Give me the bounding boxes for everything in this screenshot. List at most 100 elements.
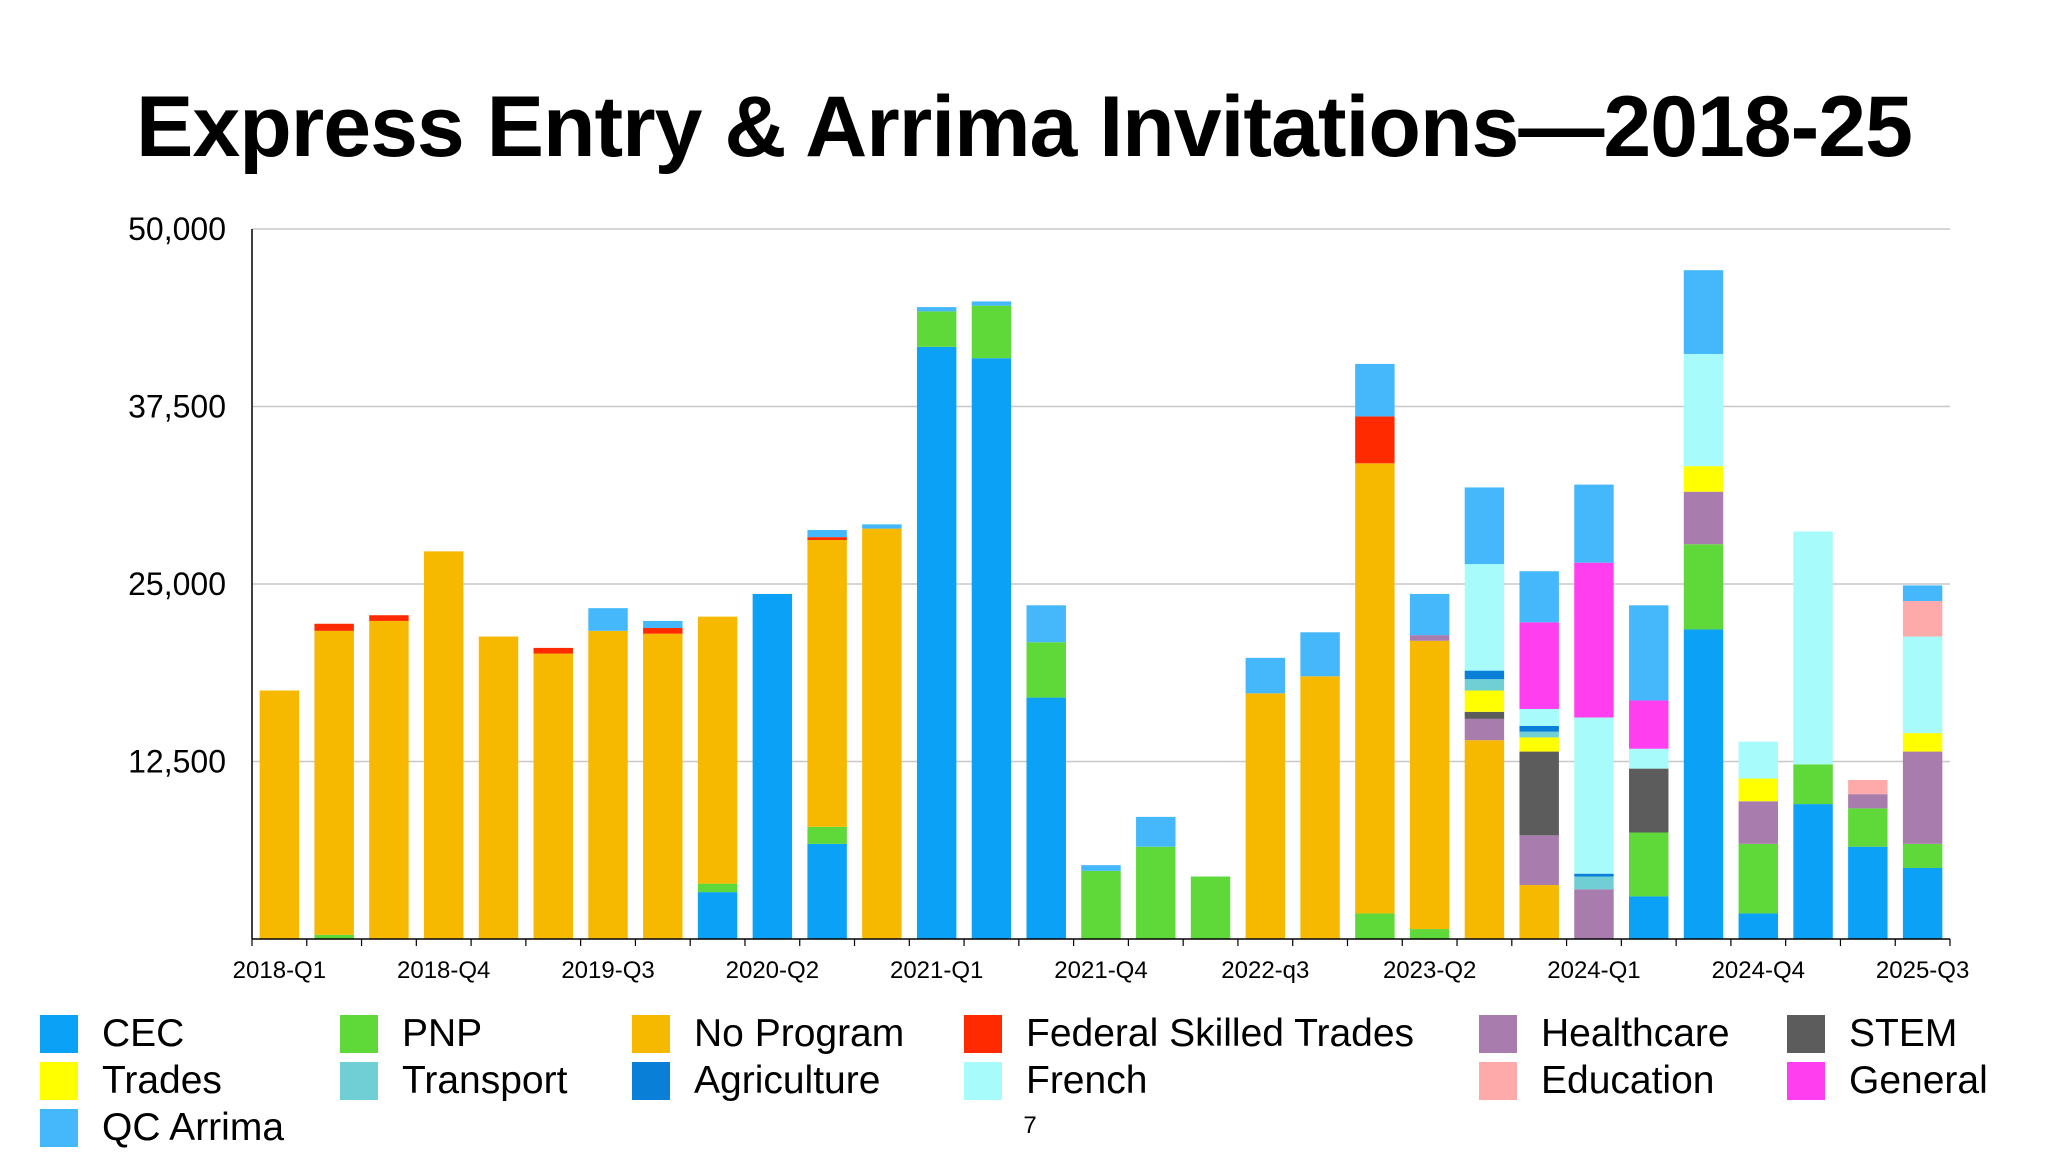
bar-segment-pnp bbox=[1683, 544, 1724, 630]
bar-segment-cec bbox=[971, 358, 1012, 940]
bar-segment-federal-skilled-trades bbox=[533, 647, 573, 654]
bar-segment-healthcare bbox=[1409, 635, 1450, 641]
bar-segment-pnp bbox=[1848, 808, 1888, 847]
legend-item-education: Education bbox=[1479, 1057, 1787, 1104]
legend-swatch bbox=[40, 1108, 78, 1147]
bar-segment-cec bbox=[916, 346, 957, 939]
bar-segment-no-program bbox=[1300, 676, 1340, 939]
legend-swatch bbox=[340, 1061, 378, 1100]
x-axis: 2018-Q1 2018-Q4 2019-Q3 2020-Q2 2021-Q1 2021-… bbox=[233, 938, 1969, 984]
x-tick-label: 2021-Q4 bbox=[1054, 957, 1147, 984]
legend-item-pnp: PNP bbox=[340, 1010, 632, 1057]
bar-segment-qc-arrima bbox=[1409, 593, 1450, 636]
bar-segment-no-program bbox=[423, 551, 464, 939]
x-tick-label: 2018-Q1 bbox=[233, 957, 326, 984]
legend-swatch bbox=[40, 1014, 78, 1053]
bar-segment-general bbox=[1629, 700, 1669, 749]
bar-segment-agriculture bbox=[1574, 873, 1614, 877]
bar-segment-pnp bbox=[971, 305, 1012, 359]
legend-item-agriculture: Agriculture bbox=[632, 1057, 964, 1104]
legend-label: Education bbox=[1541, 1058, 1715, 1102]
bar-segment-pnp bbox=[1026, 642, 1066, 698]
bar-segment-french bbox=[1629, 748, 1669, 769]
bar-segment-pnp bbox=[1629, 832, 1669, 897]
bar-segment-qc-arrima bbox=[916, 307, 957, 312]
bar-segment-stem bbox=[1629, 768, 1669, 833]
x-tick-label: 2020-Q2 bbox=[726, 957, 819, 984]
bar-segment-qc-arrima bbox=[807, 530, 847, 538]
bar-segment-qc-arrima bbox=[588, 608, 628, 631]
legend-item-transport: Transport bbox=[340, 1057, 632, 1104]
bar-segment-pnp bbox=[1409, 929, 1450, 939]
bar-segment-french bbox=[1902, 636, 1943, 734]
bar-segment-qc-arrima bbox=[1026, 605, 1066, 643]
bar-segment-qc-arrima bbox=[1519, 571, 1559, 623]
bar-segment-pnp bbox=[697, 883, 738, 893]
bar-segment-pnp bbox=[1902, 843, 1943, 868]
bar-segment-healthcare bbox=[1519, 835, 1559, 886]
x-tick-label: 2024-Q4 bbox=[1712, 957, 1805, 984]
bar-segment-french bbox=[1574, 717, 1614, 874]
bar-segment-qc-arrima bbox=[1300, 632, 1340, 677]
y-tick-label: 25,000 bbox=[128, 566, 226, 602]
bar-segment-no-program bbox=[1519, 885, 1559, 939]
legend-label: CEC bbox=[102, 1011, 185, 1055]
legend-swatch bbox=[1787, 1061, 1825, 1100]
bar-segment-french bbox=[1793, 531, 1833, 765]
bar-segment-cec bbox=[1026, 697, 1066, 939]
y-tick-label: 12,500 bbox=[128, 744, 226, 780]
bar-segment-qc-arrima bbox=[1136, 816, 1176, 847]
bar-segment-cec bbox=[807, 843, 847, 939]
legend-label: PNP bbox=[402, 1011, 483, 1055]
bar-segment-no-program bbox=[697, 616, 738, 884]
legend-item-cec: CEC bbox=[40, 1010, 340, 1057]
legend-item-healthcare: Healthcare bbox=[1479, 1010, 1787, 1057]
legend-item-general: General bbox=[1787, 1057, 2030, 1104]
bar-segment-healthcare bbox=[1902, 751, 1943, 844]
legend-label: General bbox=[1849, 1058, 1988, 1102]
bar-segment-qc-arrima bbox=[1574, 484, 1614, 563]
bar-segment-french bbox=[1738, 741, 1779, 779]
bar-segment-no-program bbox=[1409, 640, 1450, 930]
bar-segment-french bbox=[1519, 708, 1559, 726]
x-tick-label: 2022-q3 bbox=[1221, 957, 1309, 984]
bar-segment-transport bbox=[1464, 679, 1505, 691]
bar-segment-pnp bbox=[1081, 870, 1121, 939]
bar-segment-french bbox=[1683, 353, 1724, 467]
bar-segment-healthcare bbox=[1464, 718, 1505, 741]
bar-segment-federal-skilled-trades bbox=[643, 628, 683, 634]
bar-segment-healthcare bbox=[1738, 801, 1779, 844]
bar-segment-general bbox=[1519, 622, 1559, 709]
bar-segment-pnp bbox=[1793, 764, 1833, 805]
bar-segment-qc-arrima bbox=[1355, 363, 1395, 417]
bar-segment-cec bbox=[1683, 629, 1724, 939]
bar-segment-trades bbox=[1464, 690, 1505, 712]
bar-segment-federal-skilled-trades bbox=[314, 623, 354, 631]
bar-segment-pnp bbox=[1136, 846, 1176, 939]
bar-segment-healthcare bbox=[1683, 491, 1724, 545]
bar-segment-qc-arrima bbox=[1245, 657, 1286, 694]
bar-segment-agriculture bbox=[1519, 726, 1559, 732]
legend-label: QC Arrima bbox=[102, 1105, 285, 1149]
legend-swatch bbox=[1479, 1061, 1517, 1100]
legend-label: French bbox=[1026, 1058, 1148, 1102]
bar-segment-trades bbox=[1519, 737, 1559, 752]
legend-swatch bbox=[1479, 1014, 1517, 1053]
bar-segment-qc-arrima bbox=[1902, 585, 1943, 602]
legend-label: Healthcare bbox=[1541, 1011, 1730, 1055]
legend-item-stem: STEM bbox=[1787, 1010, 2030, 1057]
x-tick-label: 2021-Q1 bbox=[890, 957, 983, 984]
y-tick-label: 37,500 bbox=[128, 389, 226, 425]
bar-segment-no-program bbox=[862, 528, 902, 939]
bar-segment-trades bbox=[1902, 733, 1943, 752]
bar-segment-cec bbox=[1629, 896, 1669, 939]
legend-label: No Program bbox=[694, 1011, 905, 1055]
legend-label: Trades bbox=[102, 1058, 222, 1102]
bar-segment-pnp bbox=[916, 311, 957, 347]
bar-segment-no-program bbox=[259, 690, 300, 939]
bar-segment-no-program bbox=[643, 633, 683, 939]
bar-segment-no-program bbox=[533, 653, 573, 939]
legend-swatch bbox=[1787, 1014, 1825, 1053]
bar-segment-federal-skilled-trades bbox=[1355, 416, 1395, 464]
bar-segment-no-program bbox=[1464, 740, 1505, 939]
